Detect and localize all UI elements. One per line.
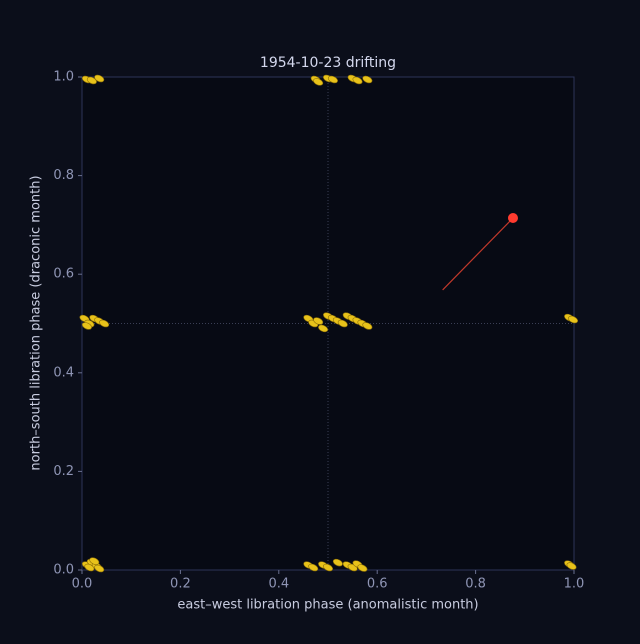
point (566, 562, 577, 570)
point (94, 564, 105, 573)
y-tick-label: 0.2 (53, 464, 74, 479)
trail (442, 217, 514, 291)
point (313, 317, 324, 325)
y-tick-label: 0.0 (53, 563, 74, 578)
point (327, 75, 338, 84)
point (308, 563, 319, 572)
point (362, 322, 373, 330)
y-tick-label: 0.4 (53, 365, 74, 380)
current-point (507, 212, 518, 223)
y-tick-label: 0.6 (53, 267, 74, 282)
point (86, 76, 97, 85)
point (84, 563, 95, 572)
chart-title: 1954-10-23 drifting (260, 55, 396, 71)
point (99, 319, 110, 328)
y-tick-label: 0.8 (53, 168, 74, 183)
point (94, 74, 105, 83)
x-tick-label: 0.4 (268, 577, 289, 592)
y-axis-label: north–south libration phase (draconic mo… (29, 175, 44, 470)
x-tick-label: 0.2 (170, 577, 191, 592)
x-tick-label: 0.8 (465, 577, 486, 592)
point (89, 557, 100, 565)
point (357, 564, 368, 572)
point (332, 558, 343, 567)
point (318, 324, 329, 333)
point (362, 75, 373, 84)
x-tick-label: 0.6 (367, 577, 388, 592)
x-tick-label: 1.0 (564, 577, 585, 592)
x-axis-label: east–west libration phase (anomalistic m… (177, 598, 478, 613)
y-tick-label: 1.0 (53, 70, 74, 85)
point (352, 76, 363, 85)
point (322, 563, 334, 572)
x-tick-label: 0.0 (72, 577, 93, 592)
point (568, 315, 579, 324)
point (337, 319, 348, 328)
point (313, 78, 324, 86)
point (81, 322, 92, 330)
